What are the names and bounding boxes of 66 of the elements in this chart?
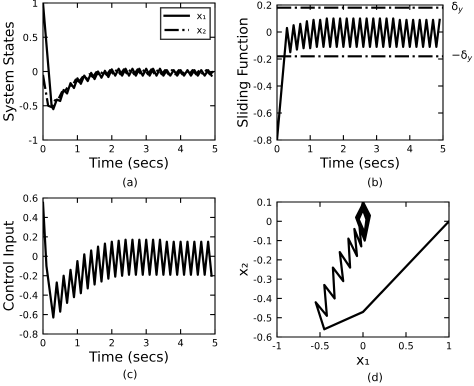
x-tick-label: 5 — [440, 145, 446, 152]
y-tick-label: -0.8 — [254, 136, 272, 144]
x-tick-label: 5 — [212, 145, 218, 152]
x-tick-label: 0 — [40, 339, 46, 346]
y-axis-title: Control Input — [2, 221, 16, 311]
y-tick-label: 0 — [266, 28, 272, 36]
legend-label: x₁ — [196, 14, 206, 20]
x-tick-label: -0.5 — [310, 342, 329, 350]
y-tick-label: -0.2 — [254, 256, 272, 264]
y-tick-label: -0.5 — [20, 102, 38, 110]
y-tick-label: -1 — [28, 136, 38, 144]
ref-line-label: δ$_{y}$ — [452, 2, 463, 14]
x-tick-label: 5 — [212, 339, 218, 346]
x-axis-title: Time (secs) — [89, 351, 168, 364]
x-tick-label: 1 — [446, 342, 452, 350]
x-tick-label: 3 — [144, 145, 149, 152]
x-axis-title: Time (secs) — [89, 157, 168, 170]
y-tick-label: -0.2 — [20, 272, 38, 280]
y-tick-label: 0 — [32, 68, 38, 76]
text: (a) — [123, 178, 137, 188]
y-tick-label: -0.6 — [254, 109, 272, 117]
y-tick-label: 0.2 — [257, 1, 272, 9]
y-axis-title: Sliding Function — [236, 18, 250, 127]
y-axis-title: System States — [3, 22, 16, 121]
y-axis-title: x₂ — [240, 263, 248, 276]
x-tick-label: 0 — [274, 145, 280, 152]
x-tick-label: 1 — [75, 145, 80, 152]
x-axis-title: x₁ — [356, 357, 370, 365]
y-tick-label: -0.4 — [20, 292, 38, 299]
x-tick-label: 3 — [374, 145, 379, 152]
text: (c) — [124, 370, 136, 380]
x-tick-label: 4 — [178, 145, 184, 152]
ref-line-label: −δ$_{y}$ — [452, 50, 472, 62]
x-tick-label: 0 — [40, 145, 46, 152]
x-tick-label: 3 — [144, 339, 149, 346]
y-tick-label: -0.6 — [20, 311, 38, 318]
y-tick-label: -0.4 — [254, 294, 272, 302]
y-tick-label: 0 — [32, 252, 38, 260]
text: (d) — [368, 372, 382, 383]
y-tick-label: -0.5 — [254, 314, 272, 322]
y-tick-label: 0.2 — [23, 233, 38, 241]
x-tick-label: 4 — [178, 339, 184, 346]
y-tick-label: 0.5 — [23, 34, 38, 42]
x-tick-label: 2 — [341, 145, 346, 152]
text: (b) — [368, 178, 382, 188]
y-tick-label: -0.1 — [254, 237, 272, 244]
x-tick-label: 4 — [407, 145, 412, 152]
y-tick-label: 0.6 — [23, 194, 38, 202]
x-tick-label: 0.5 — [398, 342, 413, 350]
y-tick-label: -0.2 — [254, 55, 272, 63]
x-tick-label: -1 — [272, 342, 281, 350]
y-tick-label: -0.6 — [254, 333, 272, 341]
y-tick-label: 0.4 — [23, 214, 38, 222]
y-tick-label: 0 — [266, 218, 272, 226]
x-axis-title: Time (secs) — [320, 157, 399, 170]
x-tick-label: 1 — [75, 339, 80, 346]
y-tick-label: -0.8 — [20, 330, 38, 338]
x-tick-label: 2 — [109, 339, 114, 346]
y-tick-label: 0.1 — [257, 198, 272, 206]
y-tick-label: 1 — [33, 0, 38, 7]
y-tick-label: -0.4 — [254, 82, 272, 90]
x-tick-label: 0 — [360, 342, 366, 350]
y-tick-label: -0.3 — [254, 276, 272, 283]
x-tick-label: 2 — [109, 145, 114, 152]
legend-label: x₂ — [196, 28, 206, 34]
x-tick-label: 1 — [308, 145, 312, 152]
